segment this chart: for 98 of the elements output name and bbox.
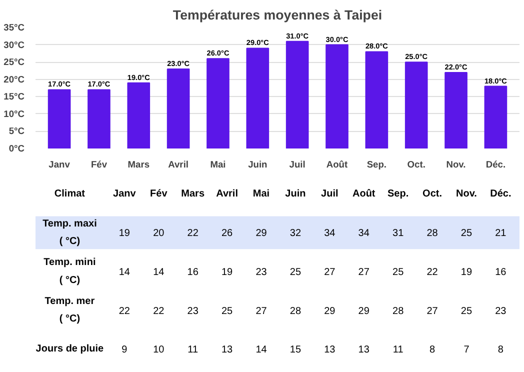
y-tick-label: Temp. mer ( °C) (44, 296, 95, 325)
data-label: 27 (358, 267, 370, 278)
bar (246, 48, 270, 148)
bar (206, 58, 230, 148)
data-label: 19 (221, 267, 234, 278)
y-tick-label: 25°C (4, 57, 25, 68)
x-tick-label: Mai (210, 160, 226, 170)
data-label: 8 (498, 344, 504, 356)
data-label: 11 (188, 344, 198, 356)
data-label: 21 (495, 228, 507, 240)
x-tick-label: Janv (48, 160, 71, 170)
bar (365, 51, 388, 148)
data-label: 34 (358, 228, 370, 240)
x-tick-label: Fév (150, 188, 168, 200)
x-tick-label: Déc. (486, 160, 506, 170)
x-tick-label: Mai (252, 188, 270, 200)
data-label: 25 (460, 306, 472, 317)
x-tick-label: Sep. (366, 160, 387, 170)
bar (166, 68, 190, 148)
data-label: 19 (460, 267, 472, 278)
bar (444, 72, 468, 148)
data-label: 29 (358, 306, 370, 317)
data-label: 25 (392, 267, 404, 278)
data-label: 10 (153, 344, 165, 356)
x-tick-label: Nov. (446, 160, 466, 170)
chart-title: Températures moyennes à Taipei (172, 8, 382, 22)
y-tick-label: 5°C (8, 126, 25, 136)
data-label: 22 (118, 306, 130, 317)
x-tick-label: Juil (321, 188, 338, 200)
data-label: 23 (256, 267, 268, 278)
data-label: 15 (290, 344, 302, 356)
data-label: 32 (290, 228, 302, 240)
data-label: 22 (153, 306, 165, 317)
data-label: 16 (495, 267, 507, 278)
y-tick-label: Temp. mini ( °C) (44, 257, 96, 286)
bar (127, 82, 150, 148)
x-tick-label: Juin (248, 160, 268, 170)
y-tick-label: 15°C (4, 92, 25, 102)
data-label: 28 (426, 228, 438, 240)
x-tick-label: Juil (289, 160, 306, 170)
x-tick-label: Avril (168, 160, 189, 170)
bar (48, 89, 71, 148)
data-label: 28 (392, 306, 404, 317)
bar (326, 44, 348, 148)
data-label: 25 (221, 306, 234, 317)
y-tick-label: 20°C (4, 74, 25, 84)
x-tick-label: Sep. (388, 188, 409, 200)
data-label: 27 (426, 306, 438, 317)
bar (484, 86, 508, 148)
data-label: 27 (324, 267, 336, 278)
data-label: 19 (118, 228, 130, 240)
data-label: 9 (122, 344, 128, 356)
data-label: 23 (495, 306, 507, 317)
data-label: 29 (256, 228, 268, 240)
data-label: 34 (324, 228, 336, 240)
data-label: 7 (464, 344, 470, 356)
data-label: 25 (290, 267, 302, 278)
y-tick-label: Temp. maxi ( °C) (42, 218, 98, 247)
data-label: 31 (392, 228, 404, 240)
data-label: 25 (460, 228, 472, 240)
y-tick-label: 10°C (4, 108, 25, 119)
data-label: 13 (358, 344, 370, 356)
x-tick-label: Déc. (490, 188, 512, 200)
bar (88, 89, 110, 148)
x-tick-label: Août (352, 188, 376, 200)
data-label: 16 (187, 267, 199, 278)
y-tick-label: 30°C (4, 40, 25, 50)
x-tick-label: Janv (113, 188, 136, 200)
x-tick-label: Mars (181, 188, 205, 200)
y-tick-label: 0°C (8, 144, 25, 154)
data-label: 13 (221, 344, 234, 356)
data-label: 23 (187, 306, 199, 317)
x-tick-label: Nov. (456, 188, 478, 200)
data-label: 8 (429, 344, 436, 356)
x-tick-label: Oct. (422, 188, 442, 200)
data-label: 20 (153, 228, 165, 240)
x-tick-label: Juin (285, 188, 306, 200)
data-label: 14 (256, 344, 268, 356)
data-label: 14 (118, 267, 130, 278)
data-label: 27 (256, 306, 268, 317)
y-tick-label: 35°C (4, 22, 25, 32)
data-label: 14 (153, 267, 165, 278)
data-label: 13 (324, 344, 336, 356)
x-tick-label: Fév (90, 160, 108, 170)
data-label: 22 (187, 228, 199, 240)
x-tick-label: Avril (216, 188, 238, 200)
data-label: 22 (426, 267, 438, 278)
bar (404, 62, 428, 148)
data-label: 29 (324, 306, 336, 317)
x-tick-label: Août (326, 160, 348, 170)
bar (286, 40, 309, 148)
data-label: 28 (290, 306, 302, 317)
data-label: 11 (392, 344, 404, 356)
x-tick-label: Oct. (407, 160, 426, 170)
text: Climat (54, 188, 86, 200)
y-tick-label: Jours de pluie (36, 344, 104, 355)
x-tick-label: Mars (128, 160, 150, 170)
data-label: 26 (221, 228, 234, 240)
